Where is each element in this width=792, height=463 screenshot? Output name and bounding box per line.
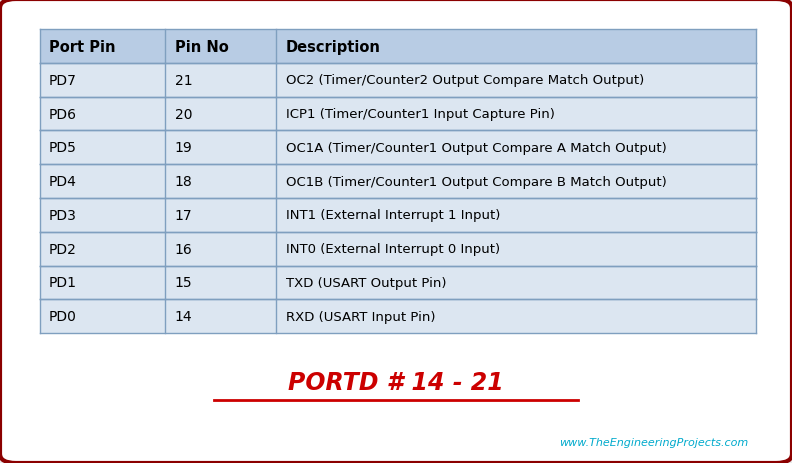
Text: Port Pin: Port Pin — [49, 39, 116, 55]
Bar — [40, 131, 756, 165]
Bar — [40, 232, 756, 266]
Text: ICP1 (Timer/Counter1 Input Capture Pin): ICP1 (Timer/Counter1 Input Capture Pin) — [286, 108, 554, 121]
Text: PORTD # 14 - 21: PORTD # 14 - 21 — [288, 370, 504, 394]
Bar — [40, 30, 756, 64]
Text: 21: 21 — [174, 74, 192, 88]
Text: TXD (USART Output Pin): TXD (USART Output Pin) — [286, 276, 446, 289]
Bar — [40, 199, 756, 232]
Text: PD7: PD7 — [49, 74, 77, 88]
Text: PD5: PD5 — [49, 141, 77, 155]
Text: RXD (USART Input Pin): RXD (USART Input Pin) — [286, 310, 435, 323]
Text: INT0 (External Interrupt 0 Input): INT0 (External Interrupt 0 Input) — [286, 243, 500, 256]
Bar — [40, 266, 756, 300]
Text: 17: 17 — [174, 208, 192, 222]
Text: 14: 14 — [174, 310, 192, 324]
Text: 15: 15 — [174, 276, 192, 290]
Text: 19: 19 — [174, 141, 192, 155]
Text: PD3: PD3 — [49, 208, 77, 222]
Text: INT1 (External Interrupt 1 Input): INT1 (External Interrupt 1 Input) — [286, 209, 500, 222]
Text: OC1A (Timer/Counter1 Output Compare A Match Output): OC1A (Timer/Counter1 Output Compare A Ma… — [286, 142, 666, 155]
Bar — [40, 165, 756, 199]
Text: PD0: PD0 — [49, 310, 77, 324]
Text: Description: Description — [286, 39, 380, 55]
Text: PD2: PD2 — [49, 242, 77, 256]
Text: 16: 16 — [174, 242, 192, 256]
Text: 20: 20 — [174, 107, 192, 121]
Bar — [40, 300, 756, 333]
Text: PD1: PD1 — [49, 276, 77, 290]
Text: PD4: PD4 — [49, 175, 77, 189]
Text: 18: 18 — [174, 175, 192, 189]
Bar — [40, 98, 756, 131]
Bar — [40, 64, 756, 98]
Text: Pin No: Pin No — [174, 39, 228, 55]
Text: OC1B (Timer/Counter1 Output Compare B Match Output): OC1B (Timer/Counter1 Output Compare B Ma… — [286, 175, 666, 188]
Text: PD6: PD6 — [49, 107, 77, 121]
Text: www.TheEngineeringProjects.com: www.TheEngineeringProjects.com — [559, 437, 748, 447]
Text: OC2 (Timer/Counter2 Output Compare Match Output): OC2 (Timer/Counter2 Output Compare Match… — [286, 74, 644, 87]
